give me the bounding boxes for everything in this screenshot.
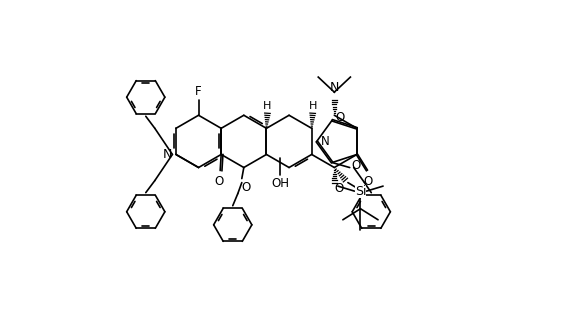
Text: F: F: [195, 85, 202, 98]
Text: Si: Si: [355, 185, 366, 198]
Text: O: O: [214, 174, 224, 188]
Text: O: O: [351, 158, 361, 172]
Text: O: O: [335, 111, 344, 124]
Text: H: H: [263, 101, 272, 111]
Text: O: O: [364, 174, 373, 188]
Text: O: O: [242, 181, 251, 194]
Text: N: N: [329, 81, 339, 94]
Text: N: N: [321, 135, 329, 148]
Text: OH: OH: [271, 177, 289, 190]
Text: N: N: [163, 148, 172, 161]
Text: H: H: [309, 101, 317, 111]
Text: O: O: [334, 182, 343, 195]
